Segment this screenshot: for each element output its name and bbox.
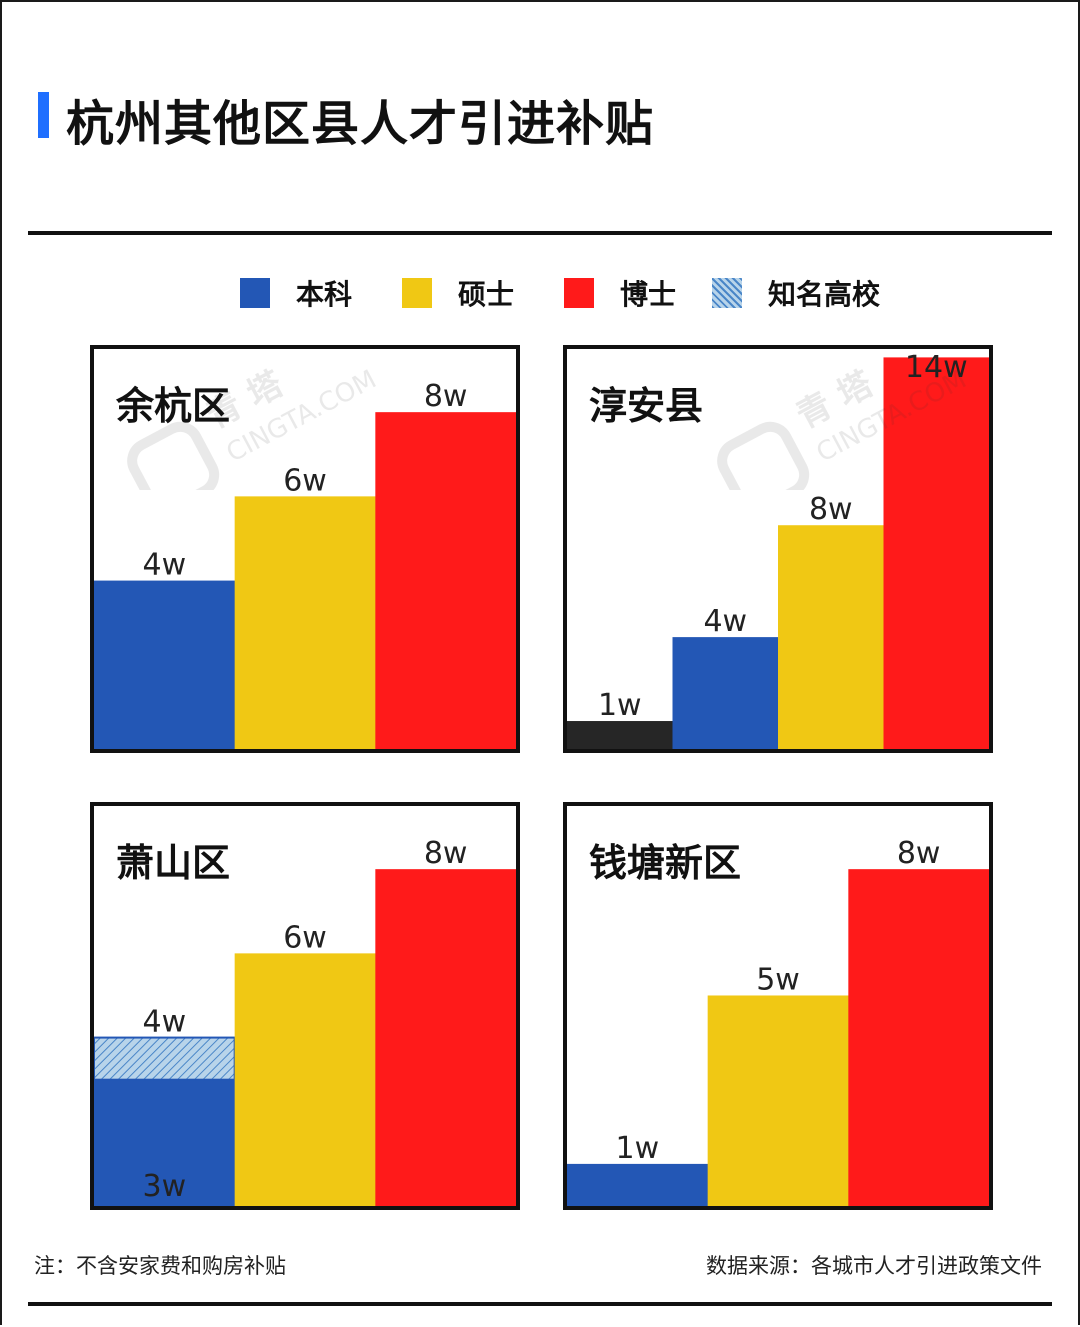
bar-value-label: 8w xyxy=(809,492,853,527)
bar-value-label: 4w xyxy=(703,604,747,639)
bar-segment-知名高校 xyxy=(94,1036,236,1081)
bar-博士 xyxy=(375,412,516,749)
footnote: 注：不含安家费和购房补贴 xyxy=(34,1254,286,1278)
bar-value-label: 8w xyxy=(897,836,941,871)
bottom-divider xyxy=(28,1302,1052,1306)
bar-value-label: 14w xyxy=(905,350,968,385)
legend-swatch-famous-university xyxy=(712,278,742,308)
bar-total-label: 4w xyxy=(143,1005,187,1040)
bar-本科 xyxy=(94,1079,236,1206)
bar-本科 xyxy=(672,637,779,749)
bar-value-label: 1w xyxy=(598,688,642,723)
legend-label: 博士 xyxy=(620,278,677,311)
bar-硕士 xyxy=(234,953,376,1206)
top-divider xyxy=(28,231,1052,235)
legend-label: 本科 xyxy=(296,278,353,311)
chart-title: 杭州其他区县人才引进补贴 xyxy=(66,96,655,152)
bar-本科 xyxy=(567,1163,709,1206)
panel-title: 钱塘新区 xyxy=(589,841,742,885)
bar-博士 xyxy=(848,869,989,1206)
bar-value-label: 6w xyxy=(283,463,327,498)
bar-硕士 xyxy=(707,995,849,1206)
bar-其他 xyxy=(567,721,673,749)
bar-value-label: 1w xyxy=(616,1131,660,1166)
panel-title: 余杭区 xyxy=(116,384,231,428)
bar-value-label: 6w xyxy=(283,920,327,955)
legend-item-famous-university: 知名高校 xyxy=(712,268,880,318)
bar-本科 xyxy=(94,580,236,749)
panel-xiaoshan: 萧山区 3w 4w 6w 8w xyxy=(90,802,520,1210)
legend-item-bachelor: 本科 xyxy=(240,268,352,318)
bar-硕士 xyxy=(234,496,376,749)
bar-value-label: 3w xyxy=(143,1169,187,1204)
bar-博士 xyxy=(375,869,516,1206)
legend-label: 知名高校 xyxy=(768,278,881,311)
legend-item-master: 硕士 xyxy=(402,268,514,318)
legend: 本科 硕士 博士 知名高校 xyxy=(0,268,1080,318)
panel-title: 淳安县 xyxy=(589,384,704,428)
panel-qiantang: 钱塘新区 1w 5w 8w xyxy=(563,802,993,1210)
legend-swatch-doctor xyxy=(564,278,594,308)
title-accent-bar xyxy=(38,92,49,138)
panel-title: 萧山区 xyxy=(116,841,231,885)
legend-swatch-bachelor xyxy=(240,278,270,308)
bar-value-label: 8w xyxy=(424,379,468,414)
bar-value-label: 4w xyxy=(143,548,187,583)
bar-chart-xiaoshan: 3w 4w 6w 8w xyxy=(94,836,516,1206)
bar-chart-qiantang: 1w 5w 8w xyxy=(567,836,989,1206)
legend-item-doctor: 博士 xyxy=(564,268,676,318)
bar-chart-chunan: 1w 4w 8w 14w xyxy=(567,350,989,749)
legend-swatch-master xyxy=(402,278,432,308)
bar-硕士 xyxy=(778,525,884,749)
panel-chunan: 淳安县 1w 4w 8w 14w xyxy=(563,345,993,753)
legend-label: 硕士 xyxy=(458,278,515,311)
data-source: 数据来源：各城市人才引进政策文件 xyxy=(706,1254,1042,1278)
bar-chart-yuhang: 4w 6w 8w xyxy=(94,379,516,749)
bar-value-label: 8w xyxy=(424,836,468,871)
bar-value-label: 5w xyxy=(756,962,800,997)
panel-yuhang: 余杭区 4w 6w 8w xyxy=(90,345,520,753)
bar-博士 xyxy=(883,357,989,749)
